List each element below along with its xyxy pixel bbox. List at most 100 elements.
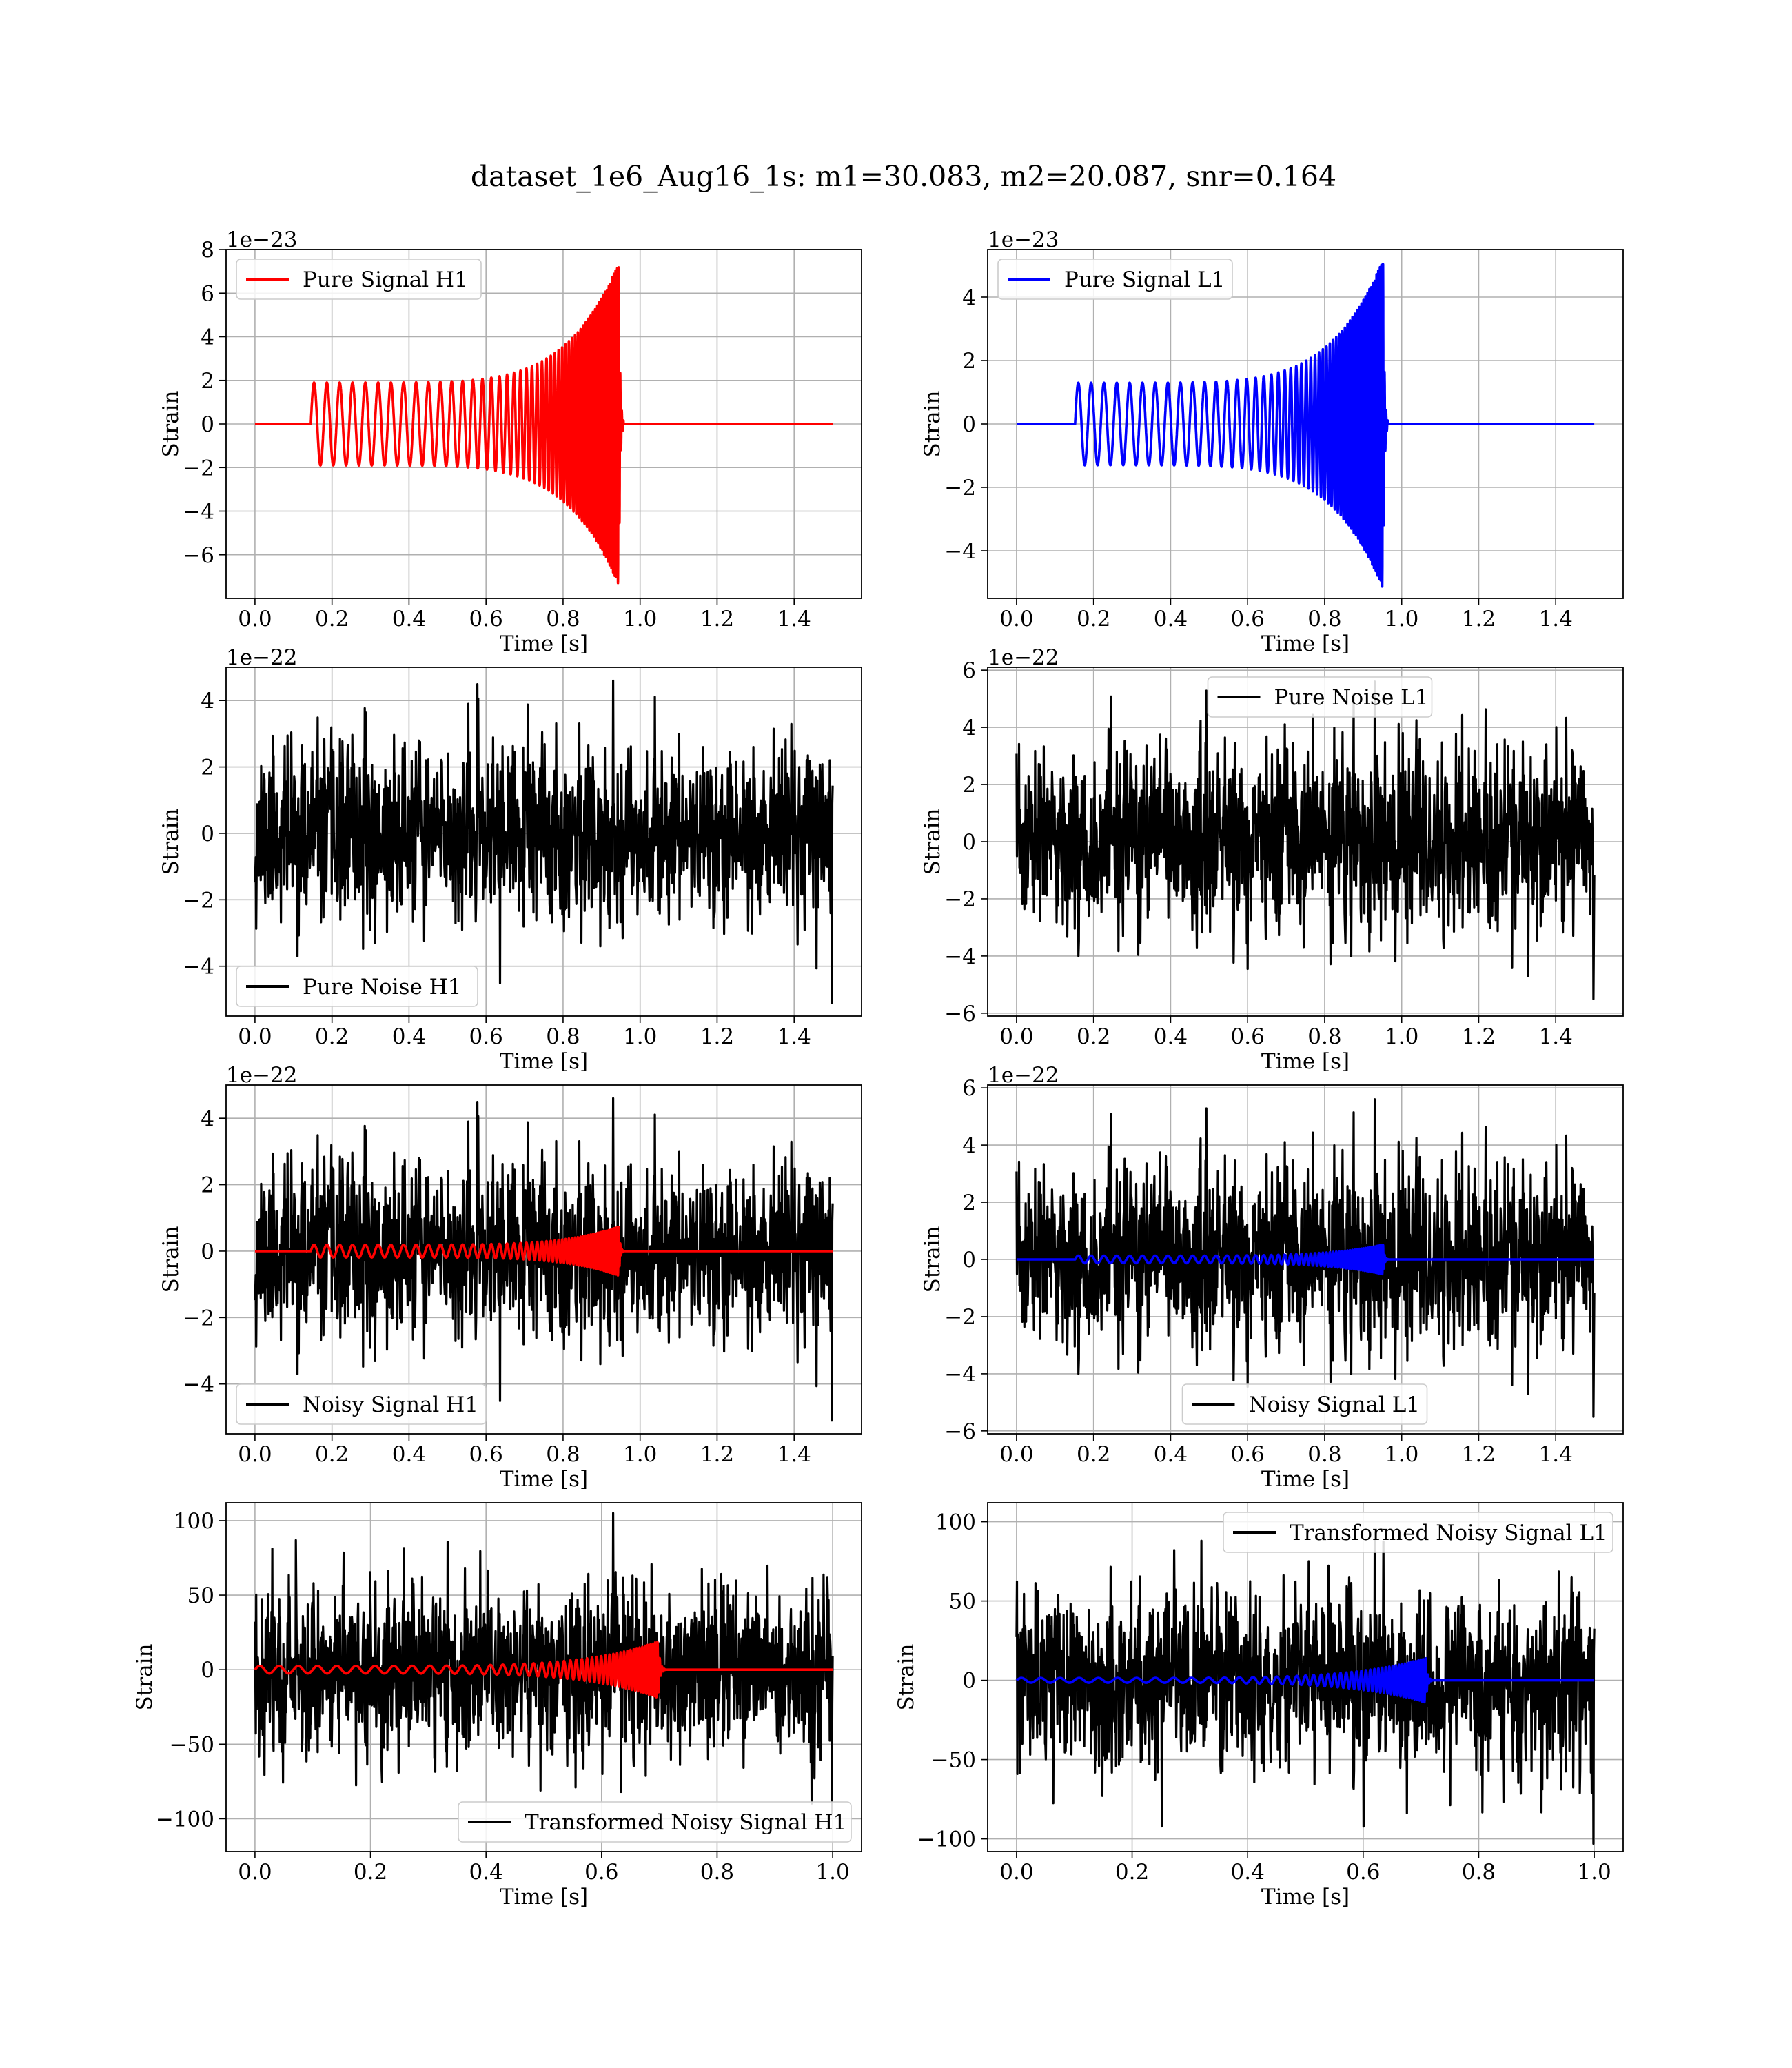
x-tick-label: 0.4: [1154, 1024, 1188, 1049]
x-tick-label: 0.2: [354, 1860, 387, 1885]
panel-pure-noise-h1: 0.0 0.2 0.4 0.6 0.8 1.0 1.2 1.4 −4 −2 0 2 4 1e−22 Time…: [159, 645, 862, 1074]
panel-pure-signal-l1: 0.0 0.2 0.4 0.6 0.8 1.0 1.2 1.4 −4 −2 0 2 4 1e−23 Time…: [920, 227, 1624, 656]
y-tick-label: 0: [201, 412, 214, 437]
y-tick-label: −2: [183, 888, 214, 913]
x-axis-label: Time [s]: [1261, 1885, 1350, 1909]
x-tick-label: 0.6: [1346, 1860, 1380, 1885]
legend-label: Pure Noise H1: [303, 975, 461, 1000]
x-tick-label: 1.0: [815, 1860, 849, 1885]
y-tick-label: 0: [201, 822, 214, 847]
series-group: [1015, 1098, 1596, 1418]
series-line-noisy-signal-l1: [1015, 1098, 1596, 1418]
x-tick-label: 0.2: [1077, 1024, 1110, 1049]
y-tick-label: 4: [962, 285, 976, 310]
legend-frame: [1223, 1512, 1613, 1553]
legend-frame: [997, 258, 1233, 300]
x-tick-label: 0.2: [1115, 1860, 1149, 1885]
x-tick-label: 1.0: [623, 1442, 657, 1467]
series-group: [1015, 680, 1596, 1000]
y-tick-label: 0: [201, 1658, 214, 1683]
y-axis-label: Strain: [920, 809, 945, 875]
x-tick-label: 1.2: [700, 1024, 734, 1049]
y-tick-label: −4: [944, 539, 976, 564]
offset-text: 1e−22: [226, 645, 298, 670]
series-line-chirp-overlay: [1015, 1656, 1595, 1704]
series-line-chirp-overlay: [1016, 1244, 1595, 1276]
x-axis-label: Time [s]: [500, 1467, 588, 1492]
series-group: [254, 679, 834, 1004]
x-tick-label: 0.4: [1231, 1860, 1265, 1885]
y-tick-label: −4: [944, 1362, 976, 1387]
panel-noisy-signal-h1: 0.0 0.2 0.4 0.6 0.8 1.0 1.2 1.4 −4 −2 0 2 4 1e−22 Time…: [159, 1063, 862, 1492]
x-tick-label: 0.6: [469, 607, 503, 631]
x-tick-label: 0.0: [999, 607, 1033, 631]
y-tick-label: 50: [187, 1583, 214, 1608]
y-axis-label: Strain: [159, 1226, 183, 1293]
panel-transformed-noisy-signal-l1: 0.0 0.2 0.4 0.6 0.8 1.0 −100 −50 0 50 100 Time [s] S…: [894, 1502, 1624, 1909]
y-tick-label: −50: [170, 1732, 214, 1757]
y-tick-label: −2: [183, 456, 214, 480]
x-tick-label: 0.0: [999, 1860, 1033, 1885]
x-tick-label: 0.8: [546, 1024, 580, 1049]
y-tick-label: −6: [944, 1002, 976, 1026]
legend: Noisy Signal H1: [236, 1383, 487, 1425]
offset-text: 1e−22: [988, 645, 1059, 670]
legend-frame: [236, 966, 478, 1007]
x-tick-label: 0.8: [1462, 1860, 1496, 1885]
series-line-pure-signal-h1: [254, 266, 833, 585]
x-tick-label: 0.6: [469, 1024, 503, 1049]
series-line-pure-signal-l1: [1016, 263, 1595, 588]
axes-frame: [987, 667, 1624, 1017]
series-line-noisy-signal-h1: [254, 1097, 834, 1422]
y-tick-label: 4: [962, 716, 976, 740]
series-group: [1016, 263, 1595, 588]
series-line-chirp-overlay: [254, 1226, 833, 1277]
y-tick-label: 2: [962, 349, 976, 374]
x-tick-label: 0.6: [1231, 1024, 1265, 1049]
y-tick-label: 4: [201, 325, 214, 350]
x-tick-label: 0.8: [1307, 1442, 1341, 1467]
legend-frame: [236, 1383, 487, 1425]
legend: Transformed Noisy Signal L1: [1223, 1512, 1613, 1553]
y-tick-label: 4: [201, 689, 214, 713]
x-tick-label: 0.6: [469, 1442, 503, 1467]
y-tick-label: 2: [201, 369, 214, 394]
y-tick-label: 2: [201, 756, 214, 780]
y-axis-label: Strain: [159, 391, 183, 458]
y-axis-label: Strain: [159, 809, 183, 875]
y-tick-label: −2: [944, 1305, 976, 1330]
x-tick-label: 1.2: [700, 607, 734, 631]
x-tick-label: 0.4: [392, 1442, 426, 1467]
legend-label: Noisy Signal H1: [303, 1392, 478, 1417]
x-tick-label: 0.6: [1231, 1442, 1265, 1467]
x-tick-label: 0.6: [584, 1860, 618, 1885]
x-tick-label: 1.4: [777, 607, 811, 631]
offset-text: 1e−23: [988, 227, 1059, 252]
series-line-pure-noise-l1: [1015, 680, 1596, 1000]
y-tick-label: 6: [962, 658, 976, 683]
series-line-pure-noise-h1: [254, 679, 834, 1004]
panel-pure-signal-h1: 0.0 0.2 0.4 0.6 0.8 1.0 1.2 1.4 −6 −4 −2 0 2 4 6 8 1e−23…: [159, 227, 862, 656]
x-axis-label: Time [s]: [1261, 631, 1350, 656]
x-tick-label: 0.6: [1231, 607, 1265, 631]
panel-noisy-signal-l1: 0.0 0.2 0.4 0.6 0.8 1.0 1.2 1.4 −6 −4 −2 0 2 4 6 1e−22 T…: [920, 1063, 1624, 1492]
x-tick-label: 0.8: [546, 607, 580, 631]
series-line-transformed-noisy-signal-h1: [254, 1512, 834, 1814]
legend: Pure Signal L1: [997, 258, 1233, 300]
x-tick-label: 1.0: [1577, 1860, 1611, 1885]
legend: Pure Noise H1: [236, 966, 478, 1007]
y-tick-label: 6: [962, 1076, 976, 1101]
x-tick-label: 0.4: [392, 607, 426, 631]
y-tick-label: −2: [944, 887, 976, 912]
legend-label: Pure Signal L1: [1064, 267, 1225, 292]
x-tick-label: 1.2: [700, 1442, 734, 1467]
y-tick-label: −2: [944, 476, 976, 500]
legend-label: Pure Noise L1: [1274, 685, 1429, 710]
y-tick-label: 0: [962, 830, 976, 855]
x-tick-label: 1.4: [1539, 607, 1573, 631]
x-tick-label: 0.0: [238, 1024, 272, 1049]
x-tick-label: 0.8: [1307, 1024, 1341, 1049]
y-tick-label: 100: [174, 1509, 214, 1534]
x-tick-label: 1.2: [1462, 1024, 1496, 1049]
x-tick-label: 0.8: [546, 1442, 580, 1467]
